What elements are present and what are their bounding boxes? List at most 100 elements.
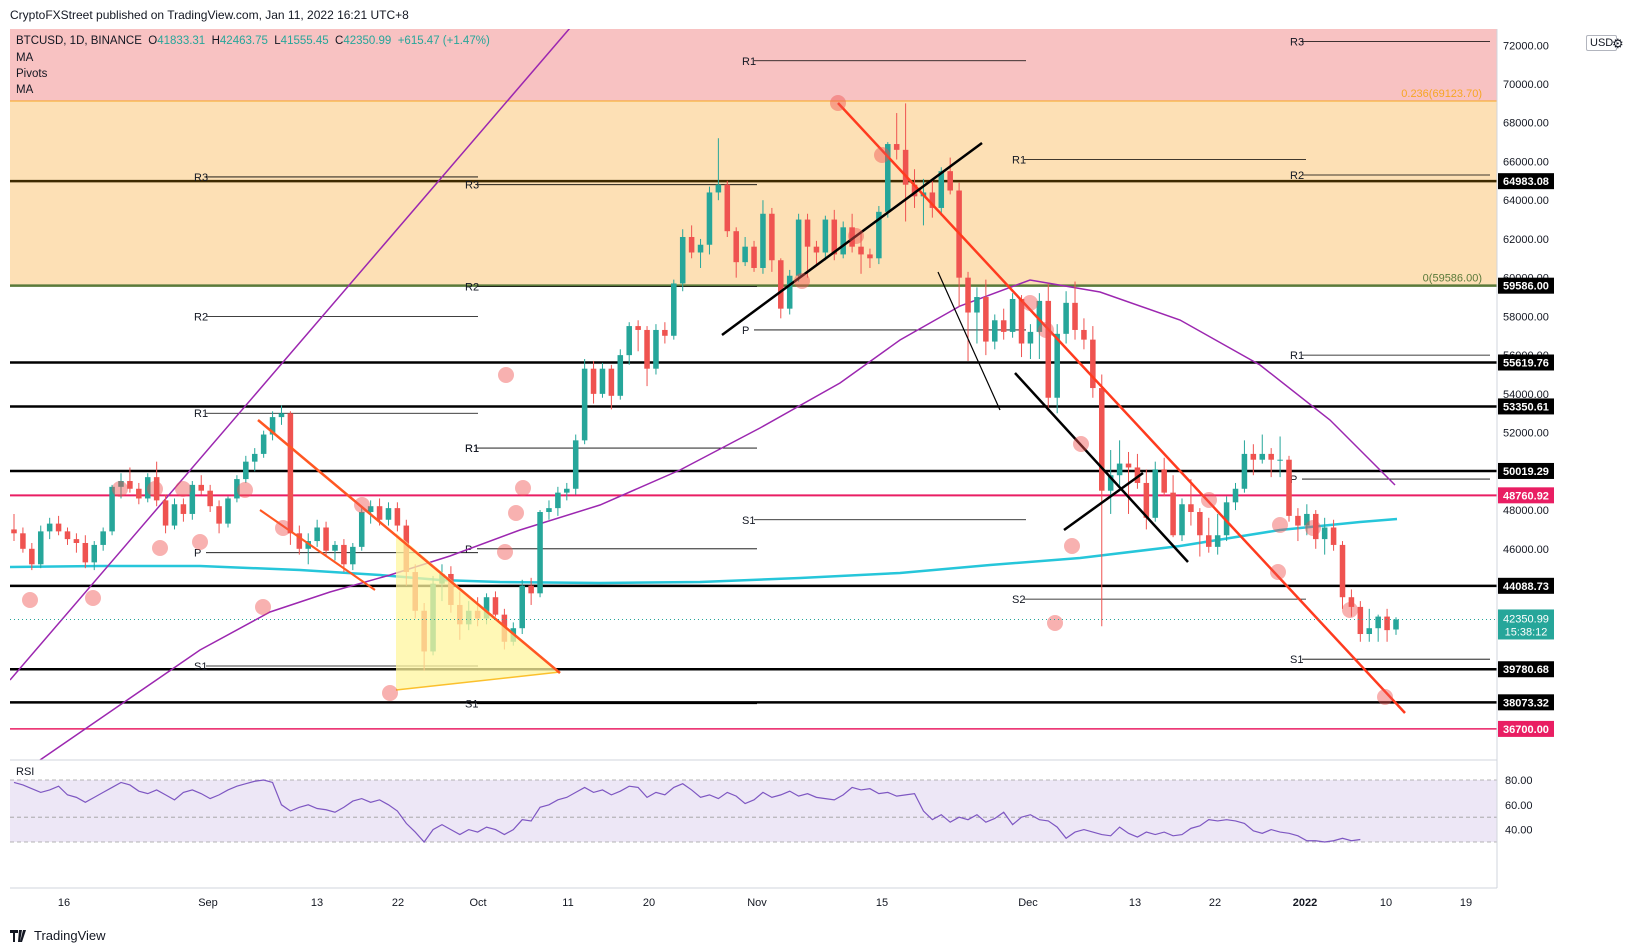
candle-body xyxy=(608,368,615,396)
ma-long-line xyxy=(10,29,571,681)
downtrend-line-2 xyxy=(259,509,376,591)
candle-body xyxy=(572,440,579,489)
candle-body xyxy=(804,219,811,247)
rsi-tick-label: 40.00 xyxy=(1505,825,1533,837)
candle-body xyxy=(546,508,552,513)
level-price-tag-text: 38073.32 xyxy=(1503,697,1549,709)
touch-point-circle xyxy=(354,497,370,513)
last-price-tag xyxy=(1498,609,1554,640)
level-price-tag xyxy=(1498,720,1554,737)
touch-point-circle xyxy=(830,95,846,111)
open-value: 41833.31 xyxy=(157,35,206,47)
price-tick-label: 66000.00 xyxy=(1503,156,1549,168)
candle-body xyxy=(1072,302,1078,330)
candle-body xyxy=(1018,298,1025,344)
pivot-label: R3 xyxy=(194,172,208,184)
level-price-tag-text: 59586.00 xyxy=(1503,281,1549,293)
candle-body xyxy=(1152,469,1159,518)
price-tick-label: 52000.00 xyxy=(1503,428,1549,440)
touch-point-circle xyxy=(382,685,398,701)
candle-body xyxy=(671,283,677,336)
candle-body xyxy=(1277,459,1283,461)
footer: TradingView xyxy=(10,928,106,943)
candle-body xyxy=(697,244,704,253)
candle-body xyxy=(1250,453,1257,460)
fib-level-label: 0.236(69123.70) xyxy=(1401,88,1482,100)
candle-body xyxy=(1027,331,1034,344)
pivot-label: R1 xyxy=(1290,350,1304,362)
candle-body xyxy=(37,531,44,565)
candle-body xyxy=(528,585,534,594)
candle-body xyxy=(1268,453,1274,460)
fib-level-label: 0(59586.00) xyxy=(1423,273,1482,285)
candle-body xyxy=(323,527,329,551)
touch-point-circle xyxy=(1064,538,1080,554)
candle-body xyxy=(519,585,525,629)
touch-point-circle xyxy=(1201,492,1217,508)
price-tick-label: 58000.00 xyxy=(1503,311,1549,323)
candle-body xyxy=(1054,333,1060,398)
level-price-tag xyxy=(1498,577,1554,594)
candle-body xyxy=(992,320,998,342)
candle-body xyxy=(29,548,35,565)
candle-body xyxy=(1304,513,1310,526)
time-tick-label: 13 xyxy=(311,897,323,909)
indicator-ma-1[interactable]: MA xyxy=(16,52,34,64)
pivot-label: S1 xyxy=(742,515,755,527)
candle-body xyxy=(822,219,829,253)
symbol-name[interactable]: BTCUSD, 1D, BINANCE xyxy=(16,35,142,47)
candle-body xyxy=(537,512,543,594)
touch-point-circle xyxy=(1038,322,1054,338)
candle-body xyxy=(876,211,882,259)
rsi-tick-label: 80.00 xyxy=(1505,775,1533,787)
indicator-ma-2[interactable]: MA xyxy=(16,84,34,96)
touch-point-circle xyxy=(1047,615,1063,631)
level-price-tag xyxy=(1498,661,1554,678)
candle-body xyxy=(555,492,561,509)
candle-body xyxy=(483,597,490,619)
level-price-tag xyxy=(1498,173,1554,190)
candle-body xyxy=(1232,488,1239,503)
candle-body xyxy=(492,597,499,615)
candle-body xyxy=(1312,513,1319,540)
touch-point-circle xyxy=(874,147,890,163)
candle-body xyxy=(1134,467,1141,483)
candle-body xyxy=(1366,628,1373,635)
high-label: H xyxy=(211,35,220,47)
candle-body xyxy=(1295,515,1301,526)
level-price-tag xyxy=(1498,398,1554,415)
pivot-label: R2 xyxy=(194,311,208,323)
candle-body xyxy=(180,504,187,514)
candle-body xyxy=(1393,619,1399,630)
touch-point-circle xyxy=(85,590,101,606)
candle-body xyxy=(332,544,338,551)
candle-body xyxy=(198,484,205,491)
candle-body xyxy=(234,479,240,499)
time-tick-label: Oct xyxy=(469,897,486,909)
downtrend-black-line xyxy=(1014,372,1189,563)
candle-body xyxy=(1357,606,1364,635)
indicator-pivots[interactable]: Pivots xyxy=(16,68,48,80)
candle-body xyxy=(144,477,151,499)
candle-body xyxy=(599,368,606,394)
touch-point-circle xyxy=(794,273,810,289)
currency-badge[interactable]: USD xyxy=(1586,35,1618,51)
candle-body xyxy=(902,149,909,185)
countdown-text: 15:38:12 xyxy=(1505,626,1548,638)
uptrend-black-line xyxy=(721,141,983,337)
candle-body xyxy=(617,355,624,396)
rsi-band xyxy=(10,780,1497,842)
pivot-label: R1 xyxy=(465,443,479,455)
candle-body xyxy=(724,184,731,232)
touch-point-circle xyxy=(497,544,513,560)
tradingview-logo-icon xyxy=(10,929,28,942)
candle-body xyxy=(840,227,846,255)
pivot-label: R1 xyxy=(194,408,208,420)
candle-body xyxy=(1348,597,1355,607)
candle-body xyxy=(1000,320,1007,332)
time-tick-label: Dec xyxy=(1018,897,1038,909)
candle-body xyxy=(287,413,294,534)
pivot-label: R1 xyxy=(1012,155,1026,167)
gear-icon[interactable]: ⚙ xyxy=(1612,36,1624,51)
